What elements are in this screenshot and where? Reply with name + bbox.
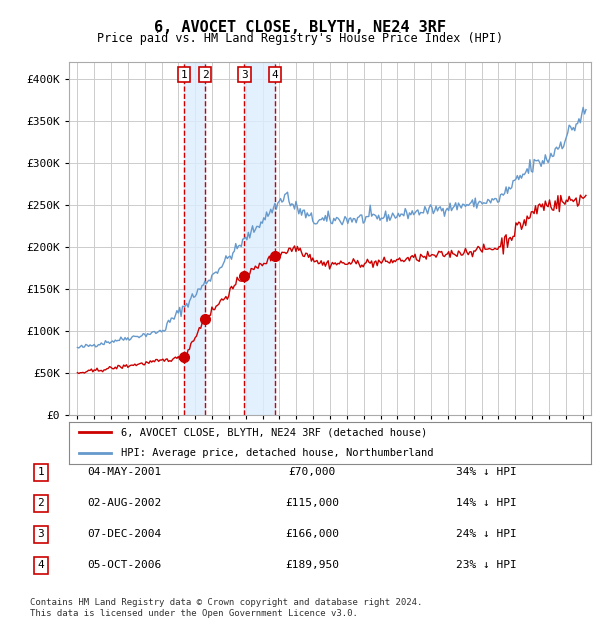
Text: 02-AUG-2002: 02-AUG-2002 [87,498,161,508]
Text: 3: 3 [37,529,44,539]
Bar [184,62,205,415]
Text: 6, AVOCET CLOSE, BLYTH, NE24 3RF: 6, AVOCET CLOSE, BLYTH, NE24 3RF [154,20,446,35]
Text: 4: 4 [37,560,44,570]
Text: 2: 2 [202,69,208,79]
Text: £166,000: £166,000 [285,529,339,539]
Text: Contains HM Land Registry data © Crown copyright and database right 2024.: Contains HM Land Registry data © Crown c… [30,598,422,607]
Text: 04-MAY-2001: 04-MAY-2001 [87,467,161,477]
Text: 34% ↓ HPI: 34% ↓ HPI [456,467,517,477]
Text: 14% ↓ HPI: 14% ↓ HPI [456,498,517,508]
Text: Price paid vs. HM Land Registry's House Price Index (HPI): Price paid vs. HM Land Registry's House … [97,32,503,45]
Text: 4: 4 [272,69,278,79]
Text: 1: 1 [37,467,44,477]
Text: 3: 3 [241,69,248,79]
Text: 05-OCT-2006: 05-OCT-2006 [87,560,161,570]
Text: £70,000: £70,000 [289,467,335,477]
Text: 07-DEC-2004: 07-DEC-2004 [87,529,161,539]
Text: 2: 2 [37,498,44,508]
Bar [244,62,275,415]
Text: 23% ↓ HPI: 23% ↓ HPI [456,560,517,570]
Text: 6, AVOCET CLOSE, BLYTH, NE24 3RF (detached house): 6, AVOCET CLOSE, BLYTH, NE24 3RF (detach… [121,427,427,437]
Text: 24% ↓ HPI: 24% ↓ HPI [456,529,517,539]
Text: 1: 1 [181,69,188,79]
Text: This data is licensed under the Open Government Licence v3.0.: This data is licensed under the Open Gov… [30,609,358,618]
Text: £189,950: £189,950 [285,560,339,570]
Text: HPI: Average price, detached house, Northumberland: HPI: Average price, detached house, Nort… [121,448,434,458]
Text: £115,000: £115,000 [285,498,339,508]
